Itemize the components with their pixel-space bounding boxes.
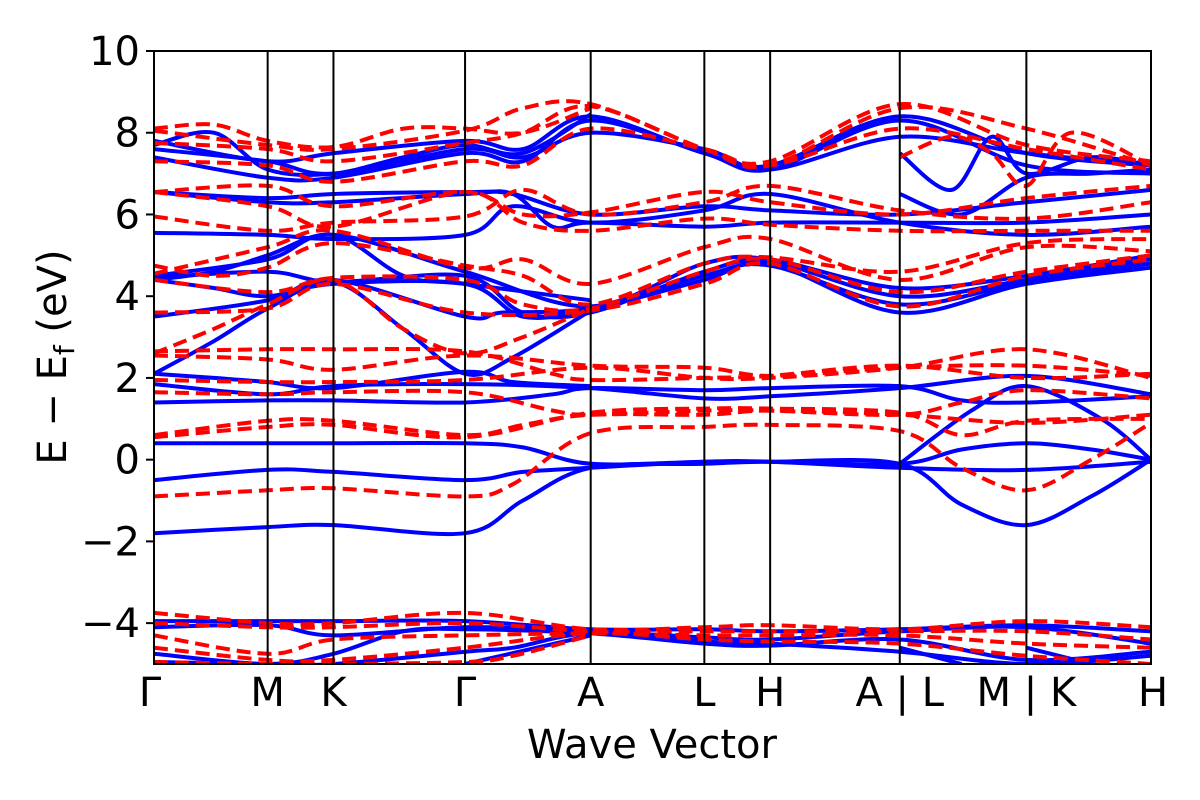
dashed-band-line [154,388,1151,417]
y-axis-title: E − Ef (eV) [30,249,81,464]
dashed-band-line [154,126,1151,184]
y-tick-label: 10 [89,29,140,75]
solid-band-line [154,112,592,177]
dashed-band-line [154,421,1151,499]
x-tick-label: Γ [454,670,477,716]
x-tick-label: A | L [855,670,944,716]
band-series-dashed [154,99,1151,664]
dashed-band-line [898,130,1151,188]
solid-band-line [154,440,1151,467]
dashed-band-line [154,102,1151,166]
dashed-band-line [154,277,592,356]
y-axis-title-sub: f [48,344,81,355]
dashed-band-line [154,228,1151,286]
dashed-band-line [154,353,1151,378]
y-axis-ticks: −4 −2 0 2 4 6 8 10 [81,29,154,647]
dashed-band-line [154,253,1151,313]
x-tick-label: Γ [139,670,162,716]
x-axis-title: Wave Vector [527,722,778,768]
y-tick-label: 8 [115,111,140,157]
dashed-band-line [154,610,1151,633]
y-tick-label: 0 [115,438,140,484]
y-tick-label: 6 [115,192,140,238]
x-tick-label: K [320,670,348,716]
dashed-band-line [154,183,1151,219]
high-symmetry-lines [266,51,1028,664]
y-axis-title-unit: (eV) [30,249,76,345]
y-tick-label: 4 [115,274,140,320]
y-axis-title-main: E − E [30,355,76,465]
x-tick-label: M | K [977,670,1078,716]
solid-band-line [154,114,1151,170]
y-tick-label: 2 [115,356,140,402]
x-tick-label: H [1138,670,1168,716]
x-tick-label: L [693,670,716,716]
plot-frame [153,50,1152,665]
dashed-band-line [154,347,1151,385]
x-tick-label: H [755,670,785,716]
dashed-band-line [154,183,1151,233]
y-tick-label: −4 [81,601,140,647]
y-tick-label: −2 [81,519,140,565]
dashed-band-line [154,99,1151,170]
dashed-band-line [154,106,592,150]
x-tick-label: M [250,670,285,716]
dashed-band-line [154,257,1151,318]
x-tick-label: A [577,670,605,716]
dashed-band-line [154,631,1151,664]
dashed-band-line [154,621,1151,642]
solid-band-line [898,134,1151,192]
dashed-band-line [154,189,1151,234]
solid-band-line [154,369,591,391]
